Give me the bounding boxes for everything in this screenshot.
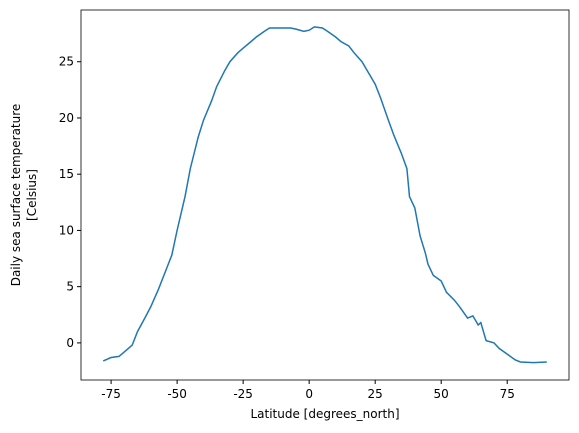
x-tick-label: -25	[233, 387, 253, 401]
y-tick-label: 20	[59, 111, 74, 125]
y-tick-label: 0	[66, 336, 74, 350]
y-axis-label: Daily sea surface temperature	[9, 104, 23, 287]
y-tick-label: 10	[59, 223, 74, 237]
y-tick-label: 5	[66, 280, 74, 294]
x-tick-label: -75	[101, 387, 121, 401]
y-tick-label: 15	[59, 167, 74, 181]
x-tick-label: 0	[305, 387, 313, 401]
x-tick-label: 25	[368, 387, 383, 401]
x-tick-label: -50	[167, 387, 187, 401]
plot-frame	[80, 9, 570, 381]
y-tick-label: 25	[59, 55, 74, 69]
x-tick-label: 75	[500, 387, 515, 401]
line	[102, 26, 547, 364]
x-tick-label: 50	[434, 387, 449, 401]
y-axis-label: [Celsius]	[25, 169, 39, 221]
x-axis-label: Latitude [degrees_north]	[250, 407, 399, 421]
